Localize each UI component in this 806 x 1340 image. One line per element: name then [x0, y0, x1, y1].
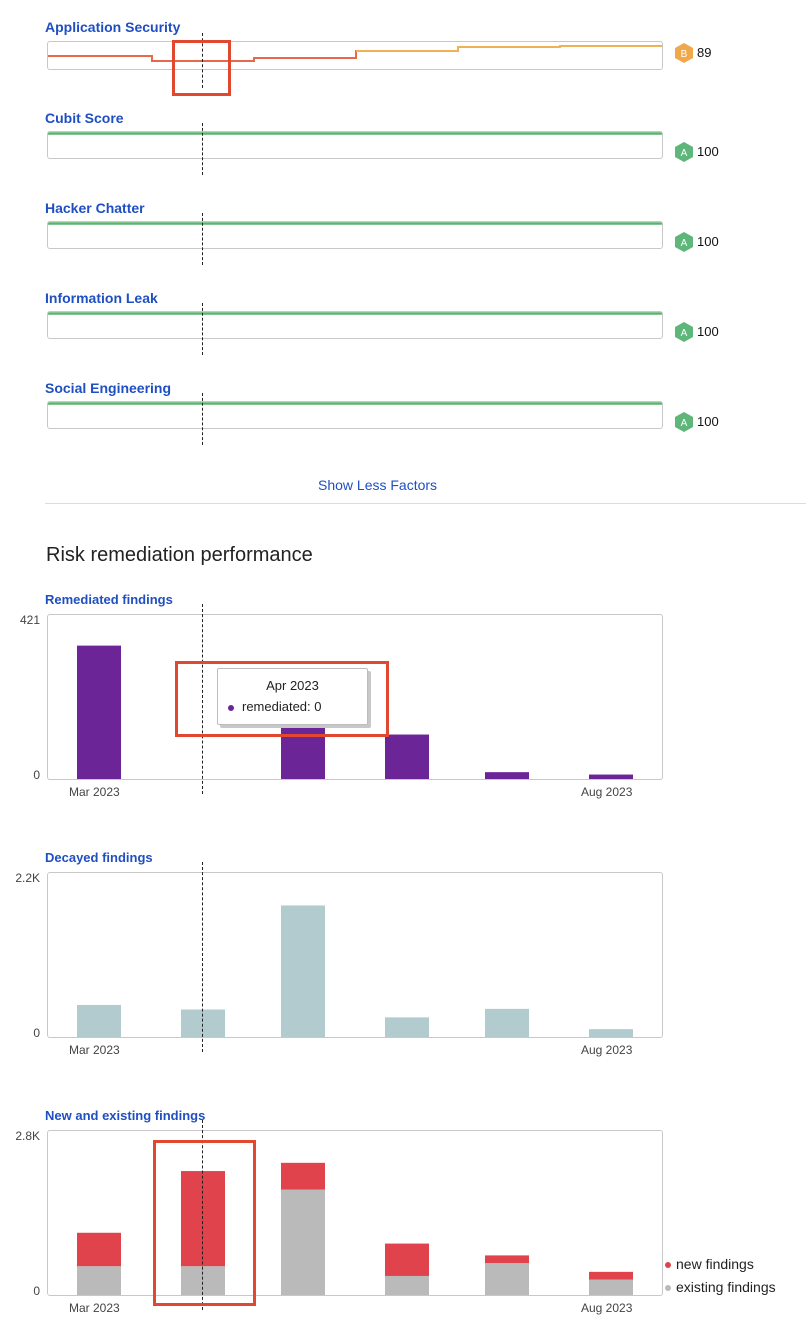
- factor-title[interactable]: Social Engineering: [45, 380, 172, 396]
- x-tick-last: Aug 2023: [581, 785, 633, 799]
- bar-jun-2023-new-findings[interactable]: [385, 1243, 429, 1276]
- legend-label: existing findings: [676, 1279, 776, 1295]
- bar-jun-2023-existing-findings[interactable]: [385, 1275, 429, 1295]
- bar-jul-2023-new-findings[interactable]: [485, 1255, 529, 1264]
- factor-sparkline: [47, 401, 663, 429]
- grade-badge-icon: B: [675, 43, 693, 63]
- grade-letter: A: [681, 238, 688, 249]
- factor-title[interactable]: Hacker Chatter: [45, 200, 145, 216]
- x-tick-first: Mar 2023: [69, 1043, 120, 1057]
- bar-chart-svg: [77, 905, 633, 1037]
- hover-crosshair: [202, 33, 203, 88]
- divider: [45, 503, 806, 504]
- hover-crosshair: [202, 123, 203, 175]
- bar-aug-2023-new-findings[interactable]: [589, 1271, 633, 1280]
- grade-badge-icon: A: [675, 142, 693, 162]
- series-dot-icon: [228, 704, 234, 711]
- bar-jun-2023[interactable]: [385, 1017, 429, 1037]
- hover-crosshair: [202, 393, 203, 445]
- factor-sparkline: [47, 221, 663, 249]
- grade-letter: A: [681, 328, 688, 339]
- bar-mar-2023-new-findings[interactable]: [77, 1232, 121, 1267]
- factor-score: 100: [697, 414, 719, 429]
- x-tick-last: Aug 2023: [581, 1043, 633, 1057]
- factor-title[interactable]: Information Leak: [45, 290, 158, 306]
- bar-aug-2023-existing-findings[interactable]: [589, 1279, 633, 1295]
- grade-letter: A: [681, 418, 688, 429]
- y-tick-min: 0: [33, 1284, 40, 1298]
- tooltip-row: remediated: 0: [228, 699, 322, 714]
- chart-title[interactable]: New and existing findings: [45, 1108, 206, 1123]
- grade-letter: B: [681, 49, 688, 60]
- y-tick-min: 0: [33, 1026, 40, 1040]
- tooltip-value: remediated: 0: [242, 699, 322, 714]
- hover-crosshair: [202, 303, 203, 355]
- bar-aug-2023[interactable]: [589, 774, 633, 779]
- trend-line: [48, 45, 662, 62]
- factor-score: 100: [697, 234, 719, 249]
- chart-title[interactable]: Decayed findings: [45, 850, 153, 865]
- grade-badge-icon: A: [675, 232, 693, 252]
- grade-badge-icon: A: [675, 322, 693, 342]
- bar-aug-2023[interactable]: [589, 1029, 633, 1037]
- y-tick-max: 2.8K: [15, 1129, 40, 1143]
- annotation-highlight-box: [175, 661, 389, 737]
- bar-may-2023[interactable]: [281, 905, 325, 1037]
- legend-dot-icon: [665, 1285, 671, 1292]
- bar-jul-2023[interactable]: [485, 1008, 529, 1037]
- bar-mar-2023-existing-findings[interactable]: [77, 1266, 121, 1295]
- bar-may-2023-existing-findings[interactable]: [281, 1189, 325, 1295]
- factor-score: 100: [697, 324, 719, 339]
- grade-badge-icon: A: [675, 412, 693, 432]
- plot-area: [47, 1130, 663, 1296]
- y-tick-min: 0: [33, 768, 40, 782]
- bar-apr-2023-new-findings[interactable]: [181, 1171, 225, 1267]
- factor-sparkline: [47, 41, 663, 70]
- hover-crosshair: [202, 213, 203, 265]
- trend-line-recent: [356, 45, 662, 52]
- factor-score: 89: [697, 45, 712, 60]
- section-title: Risk remediation performance: [46, 544, 313, 566]
- bar-jul-2023-existing-findings[interactable]: [485, 1263, 529, 1295]
- y-tick-max: 2.2K: [15, 871, 40, 885]
- bar-chart-svg: [77, 645, 633, 779]
- factor-score: 100: [697, 144, 719, 159]
- y-tick-max: 421: [19, 613, 40, 627]
- factor-title[interactable]: Application Security: [45, 19, 181, 35]
- hover-crosshair: [202, 862, 203, 1052]
- plot-area: [47, 872, 663, 1038]
- bar-may-2023-new-findings[interactable]: [281, 1162, 325, 1190]
- hover-crosshair: [202, 604, 203, 794]
- bar-mar-2023[interactable]: [77, 1004, 121, 1037]
- factor-title[interactable]: Cubit Score: [45, 110, 124, 126]
- bar-mar-2023[interactable]: [77, 645, 121, 779]
- legend-dot-icon: [665, 1262, 671, 1269]
- x-tick-last: Aug 2023: [581, 1301, 633, 1315]
- bar-apr-2023-existing-findings[interactable]: [181, 1266, 225, 1295]
- chart-tooltip: Apr 2023 remediated: 0: [217, 668, 368, 725]
- annotation-highlight-box: [172, 40, 231, 96]
- x-tick-first: Mar 2023: [69, 785, 120, 799]
- bar-jul-2023[interactable]: [485, 772, 529, 779]
- legend-item-new-findings[interactable]: new findings: [665, 1256, 754, 1272]
- bar-apr-2023[interactable]: [181, 1009, 225, 1037]
- grade-letter: A: [681, 148, 688, 159]
- factor-sparkline: [47, 311, 663, 339]
- hover-crosshair: [202, 1120, 203, 1310]
- show-less-factors-link[interactable]: Show Less Factors: [318, 477, 438, 493]
- chart-title[interactable]: Remediated findings: [45, 592, 173, 607]
- bar-jun-2023[interactable]: [385, 734, 429, 779]
- annotation-highlight-box: [153, 1140, 256, 1306]
- tooltip-title: Apr 2023: [266, 678, 319, 693]
- legend-item-existing-findings[interactable]: existing findings: [665, 1279, 776, 1295]
- factor-sparkline: [47, 131, 663, 159]
- legend-label: new findings: [676, 1256, 754, 1272]
- stacked-bar-chart-svg: [77, 1162, 633, 1295]
- x-tick-first: Mar 2023: [69, 1301, 120, 1315]
